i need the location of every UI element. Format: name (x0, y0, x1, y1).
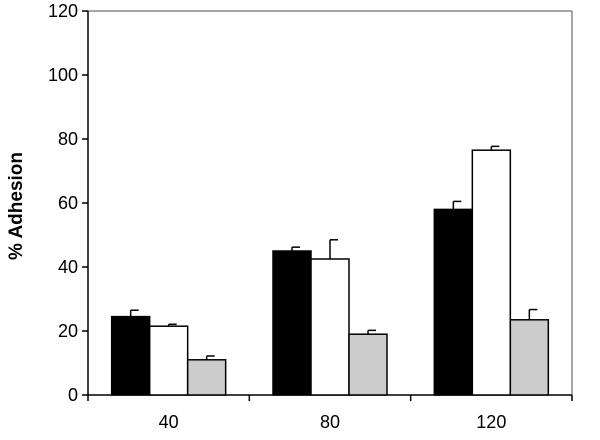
bar (110, 315, 151, 396)
bars (110, 149, 550, 396)
bar (186, 359, 227, 396)
y-tick-label: 40 (58, 257, 78, 277)
x-axis: 40 80 120 (87, 395, 573, 432)
y-axis: 0 20 40 60 80 100 120 (48, 1, 88, 405)
y-tick-label: 80 (58, 129, 78, 149)
x-tick-label: 40 (159, 412, 179, 432)
y-tick-label: 100 (48, 65, 78, 85)
y-tick-label: 60 (58, 193, 78, 213)
bar (348, 333, 388, 396)
bar (433, 208, 474, 396)
x-tick-label: 80 (320, 412, 340, 432)
bar (148, 325, 189, 396)
bar (310, 258, 350, 396)
error-bars (129, 145, 538, 360)
bar (509, 319, 550, 396)
y-tick-label: 120 (48, 1, 78, 21)
x-tick-label: 120 (476, 412, 506, 432)
bar (272, 250, 312, 396)
y-tick-label: 20 (58, 321, 78, 341)
y-axis-title: % Adhesion (6, 152, 27, 260)
bar (471, 149, 512, 396)
y-tick-label: 0 (68, 385, 78, 405)
